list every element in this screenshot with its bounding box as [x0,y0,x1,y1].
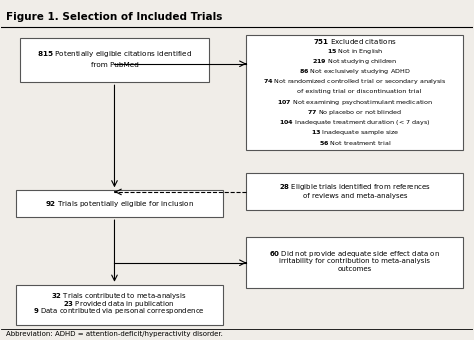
Text: irritability for contribution to meta-analysis: irritability for contribution to meta-an… [279,258,430,264]
Text: $\mathbf{9}$ Data contributed via personal correspondence: $\mathbf{9}$ Data contributed via person… [33,306,205,316]
FancyBboxPatch shape [20,38,209,82]
Text: $\mathbf{751}$ Excluded citations: $\mathbf{751}$ Excluded citations [313,37,397,46]
Text: $\mathbf{815}$ Potentially eligible citations identified: $\mathbf{815}$ Potentially eligible cita… [37,49,192,59]
Text: $\mathbf{28}$ Eligible trials identified from references: $\mathbf{28}$ Eligible trials identified… [279,182,431,191]
FancyBboxPatch shape [16,285,223,325]
FancyBboxPatch shape [246,237,463,288]
Text: $\mathbf{219}$ Not studying children: $\mathbf{219}$ Not studying children [312,57,398,66]
Text: $\mathbf{32}$ Trials contributed to meta-analysis: $\mathbf{32}$ Trials contributed to meta… [51,291,187,302]
Text: $\mathbf{60}$ Did not provide adequate side effect data on: $\mathbf{60}$ Did not provide adequate s… [269,249,440,259]
Text: $\mathbf{107}$ Not examining psychostimulant medication: $\mathbf{107}$ Not examining psychostimu… [277,98,433,106]
FancyBboxPatch shape [246,173,463,210]
Text: Abbreviation: ADHD = attention-deficit/hyperactivity disorder.: Abbreviation: ADHD = attention-deficit/h… [6,331,223,337]
Text: of reviews and meta-analyses: of reviews and meta-analyses [302,193,407,199]
FancyBboxPatch shape [16,190,223,217]
Text: Figure 1. Selection of Included Trials: Figure 1. Selection of Included Trials [6,12,222,21]
Text: $\mathbf{23}$ Provided data in publication: $\mathbf{23}$ Provided data in publicati… [64,299,175,309]
Text: $\mathbf{92}$ Trials potentially eligible for inclusion: $\mathbf{92}$ Trials potentially eligibl… [45,199,194,209]
Text: from PubMed: from PubMed [91,63,138,68]
Text: outcomes: outcomes [337,266,372,272]
FancyBboxPatch shape [246,35,463,150]
Text: $\mathbf{104}$ Inadequate treatment duration (< 7 days): $\mathbf{104}$ Inadequate treatment dura… [279,118,430,127]
Text: $\mathbf{74}$ Not randomized controlled trial or secondary analysis: $\mathbf{74}$ Not randomized controlled … [263,77,447,86]
Text: $\mathbf{13}$ Inadequate sample size: $\mathbf{13}$ Inadequate sample size [310,128,399,137]
Text: $\mathbf{56}$ Not treatment trial: $\mathbf{56}$ Not treatment trial [319,139,391,147]
Text: $\mathbf{86}$ Not exclusively studying ADHD: $\mathbf{86}$ Not exclusively studying A… [299,67,410,76]
Text: of existing trial or discontinuation trial: of existing trial or discontinuation tri… [289,89,421,95]
Text: $\mathbf{15}$ Not in English: $\mathbf{15}$ Not in English [327,47,383,56]
Text: $\mathbf{77}$ No placebo or not blinded: $\mathbf{77}$ No placebo or not blinded [307,108,402,117]
